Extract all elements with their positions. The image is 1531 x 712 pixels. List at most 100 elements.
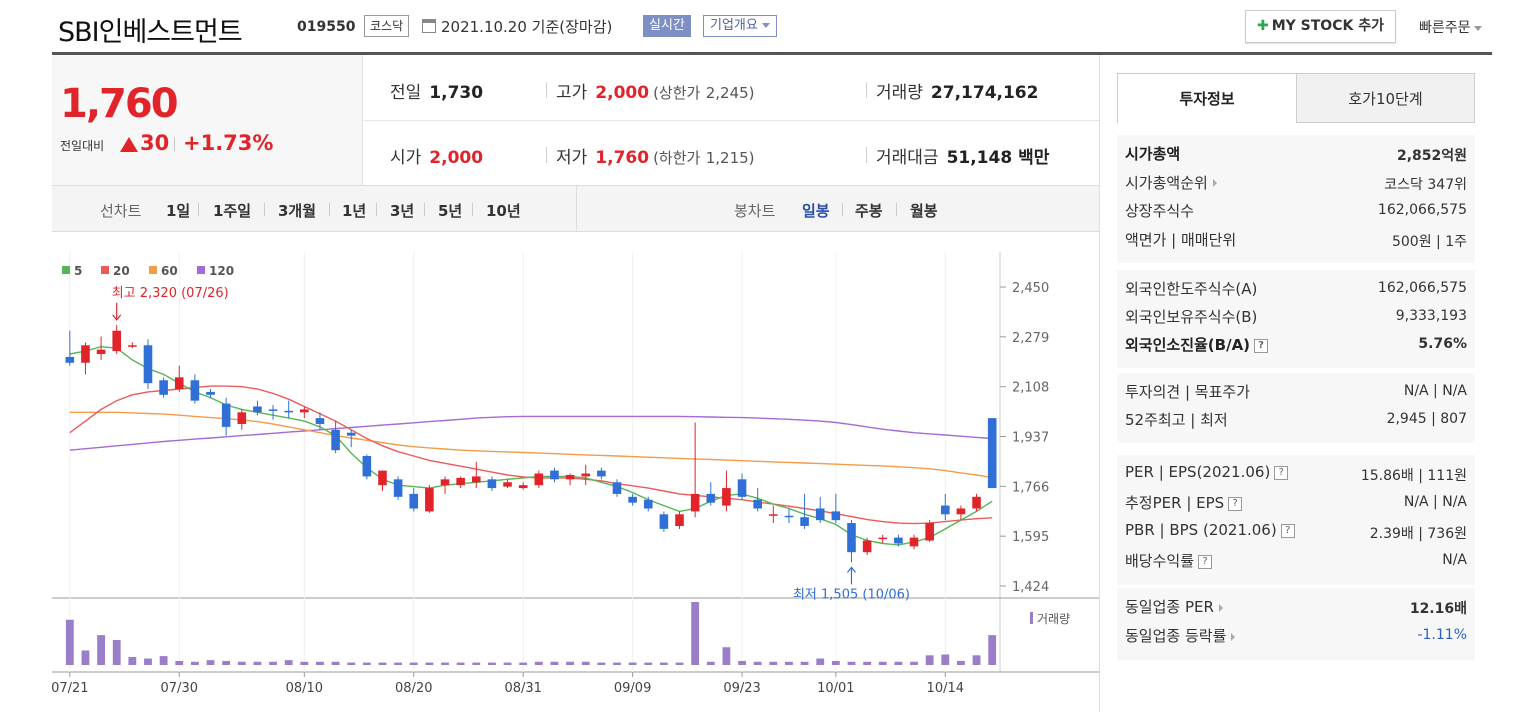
y-tick-label: 1,937 xyxy=(1012,431,1049,446)
investment-panel: 투자정보 호가10단계 시가총액 2,852억원 시가총액순위 코스닥 347위 상장주… xyxy=(1099,55,1531,712)
candle-body xyxy=(878,537,888,540)
period-10y[interactable]: 10년 xyxy=(486,202,521,220)
info-label[interactable]: 배당수익률? xyxy=(1125,550,1213,571)
company-name: SBI인베스트먼트 xyxy=(58,17,243,48)
info-label: 외국인보유주식수(B) xyxy=(1125,306,1257,327)
info-label[interactable]: PBR | BPS (2021.06)? xyxy=(1125,521,1295,539)
help-icon[interactable]: ? xyxy=(1280,523,1295,538)
volume-bar xyxy=(362,662,371,665)
candle-body xyxy=(565,474,575,480)
stat-value: 1,760 xyxy=(595,148,650,168)
period-5y[interactable]: 5년 xyxy=(438,202,463,220)
candle-body xyxy=(518,485,528,489)
calendar-icon xyxy=(422,19,436,33)
info-label[interactable]: 외국인소진율(B/A)? xyxy=(1125,334,1269,355)
candle-body xyxy=(690,493,700,512)
info-label[interactable]: 추정PER | EPS? xyxy=(1125,492,1243,513)
info-label[interactable]: 시가총액순위 xyxy=(1125,172,1217,193)
divider xyxy=(546,82,547,98)
info-label-text: 시가총액 xyxy=(1125,145,1181,163)
candle-body xyxy=(675,514,684,526)
volume-bar xyxy=(472,662,481,665)
candle-body xyxy=(174,377,184,389)
period-3m[interactable]: 3개월 xyxy=(278,202,317,220)
candle-body xyxy=(894,537,903,544)
candle-weekly[interactable]: 주봉 xyxy=(855,202,883,220)
volume-bar xyxy=(722,647,731,665)
y-tick-label: 1,424 xyxy=(1012,580,1049,595)
upper-limit-label: (상한가 xyxy=(653,84,701,102)
y-tick-label: 1,766 xyxy=(1012,480,1049,495)
candle-body xyxy=(237,412,247,424)
help-icon[interactable]: ? xyxy=(1274,465,1289,480)
company-overview-dropdown[interactable]: 기업개요 xyxy=(703,15,777,37)
candle-monthly[interactable]: 월봉 xyxy=(910,202,938,220)
divider xyxy=(866,82,867,98)
stat-volume: 거래량 27,174,162 xyxy=(876,78,1038,103)
help-icon[interactable]: ? xyxy=(1254,338,1269,353)
info-value: 500원 | 1주 xyxy=(1391,233,1467,250)
period-1d[interactable]: 1일 xyxy=(166,202,191,220)
tab-investment-info[interactable]: 투자정보 xyxy=(1117,73,1297,123)
divider xyxy=(576,186,577,231)
info-label[interactable]: 동일업종 PER xyxy=(1125,596,1223,617)
volume-bar xyxy=(566,661,574,665)
high-arrowhead xyxy=(112,314,122,321)
candle-body xyxy=(643,499,653,509)
add-mystock-button[interactable]: ✚ MY STOCK 추가 xyxy=(1245,10,1396,43)
divider xyxy=(472,203,473,216)
candle-body xyxy=(221,403,231,427)
candle-body xyxy=(300,409,309,413)
volume-bar xyxy=(910,661,918,665)
legend-label: 120 xyxy=(209,264,234,278)
candle-daily[interactable]: 일봉 xyxy=(802,202,830,220)
period-1w[interactable]: 1주일 xyxy=(213,202,252,220)
volume-bar xyxy=(613,662,621,665)
tab-order-book[interactable]: 호가10단계 xyxy=(1296,73,1475,123)
stat-prev-close: 전일 1,730 xyxy=(390,78,483,103)
volume-bar xyxy=(972,655,981,665)
candle-body xyxy=(96,349,106,355)
stat-label: 고가 xyxy=(556,83,588,103)
volume-bar xyxy=(628,662,637,665)
candle-body xyxy=(987,418,997,489)
volume-bar xyxy=(550,661,559,665)
realtime-button[interactable]: 실시간 xyxy=(643,15,691,37)
info-row: 동일업종 PER 12.16배 xyxy=(1125,596,1467,624)
volume-bar xyxy=(925,655,934,665)
candle-body xyxy=(112,330,122,352)
x-tick-label: 07/21 xyxy=(52,681,89,696)
stat-amount: 거래대금 51,148 백만 xyxy=(876,143,1049,168)
candle-body xyxy=(409,493,419,509)
candle-body xyxy=(65,356,75,363)
stock-chart: 2,450 2,279 2,108 1,937 1,766 1,595 1,424 07/21… xyxy=(51,232,1099,712)
volume-bar xyxy=(206,660,215,665)
plus-icon: ✚ xyxy=(1257,18,1269,34)
volume-bar xyxy=(65,619,74,665)
candle-body xyxy=(425,488,434,512)
volume-bar xyxy=(394,662,403,665)
candle-body xyxy=(972,496,981,509)
stat-open: 시가 2,000 xyxy=(390,143,483,168)
candle-body xyxy=(534,473,544,486)
info-label[interactable]: 동일업종 등락률 xyxy=(1125,625,1236,646)
quick-order-dropdown[interactable]: 빠른주문 xyxy=(1419,17,1482,37)
candle-body xyxy=(815,508,825,521)
volume-bar xyxy=(503,662,512,665)
period-1y[interactable]: 1년 xyxy=(342,202,367,220)
chart-period-bar: 선차트 1일 1주일 3개월 1년 3년 5년 10년 봉차트 일봉 주봉 월봉 xyxy=(52,185,1099,232)
volume-bar xyxy=(847,661,856,665)
volume-bar xyxy=(675,662,684,665)
period-3y[interactable]: 3년 xyxy=(390,202,415,220)
help-icon[interactable]: ? xyxy=(1198,554,1213,569)
chevron-right-icon xyxy=(1212,179,1217,187)
info-row: 상장주식수 162,066,575 xyxy=(1125,200,1467,228)
stat-label: 저가 xyxy=(556,148,588,168)
help-icon[interactable]: ? xyxy=(1228,496,1243,511)
candle-body xyxy=(925,523,934,541)
info-group: 외국인한도주식수(A) 162,066,575 외국인보유주식수(B) 9,333,1… xyxy=(1117,270,1475,368)
info-value: 12.16배 xyxy=(1409,601,1467,617)
volume-bar xyxy=(97,635,105,665)
info-label[interactable]: PER | EPS(2021.06)? xyxy=(1125,463,1289,481)
stock-chart-svg: 2,450 2,279 2,108 1,937 1,766 1,595 1,424 07/21… xyxy=(51,232,1099,712)
